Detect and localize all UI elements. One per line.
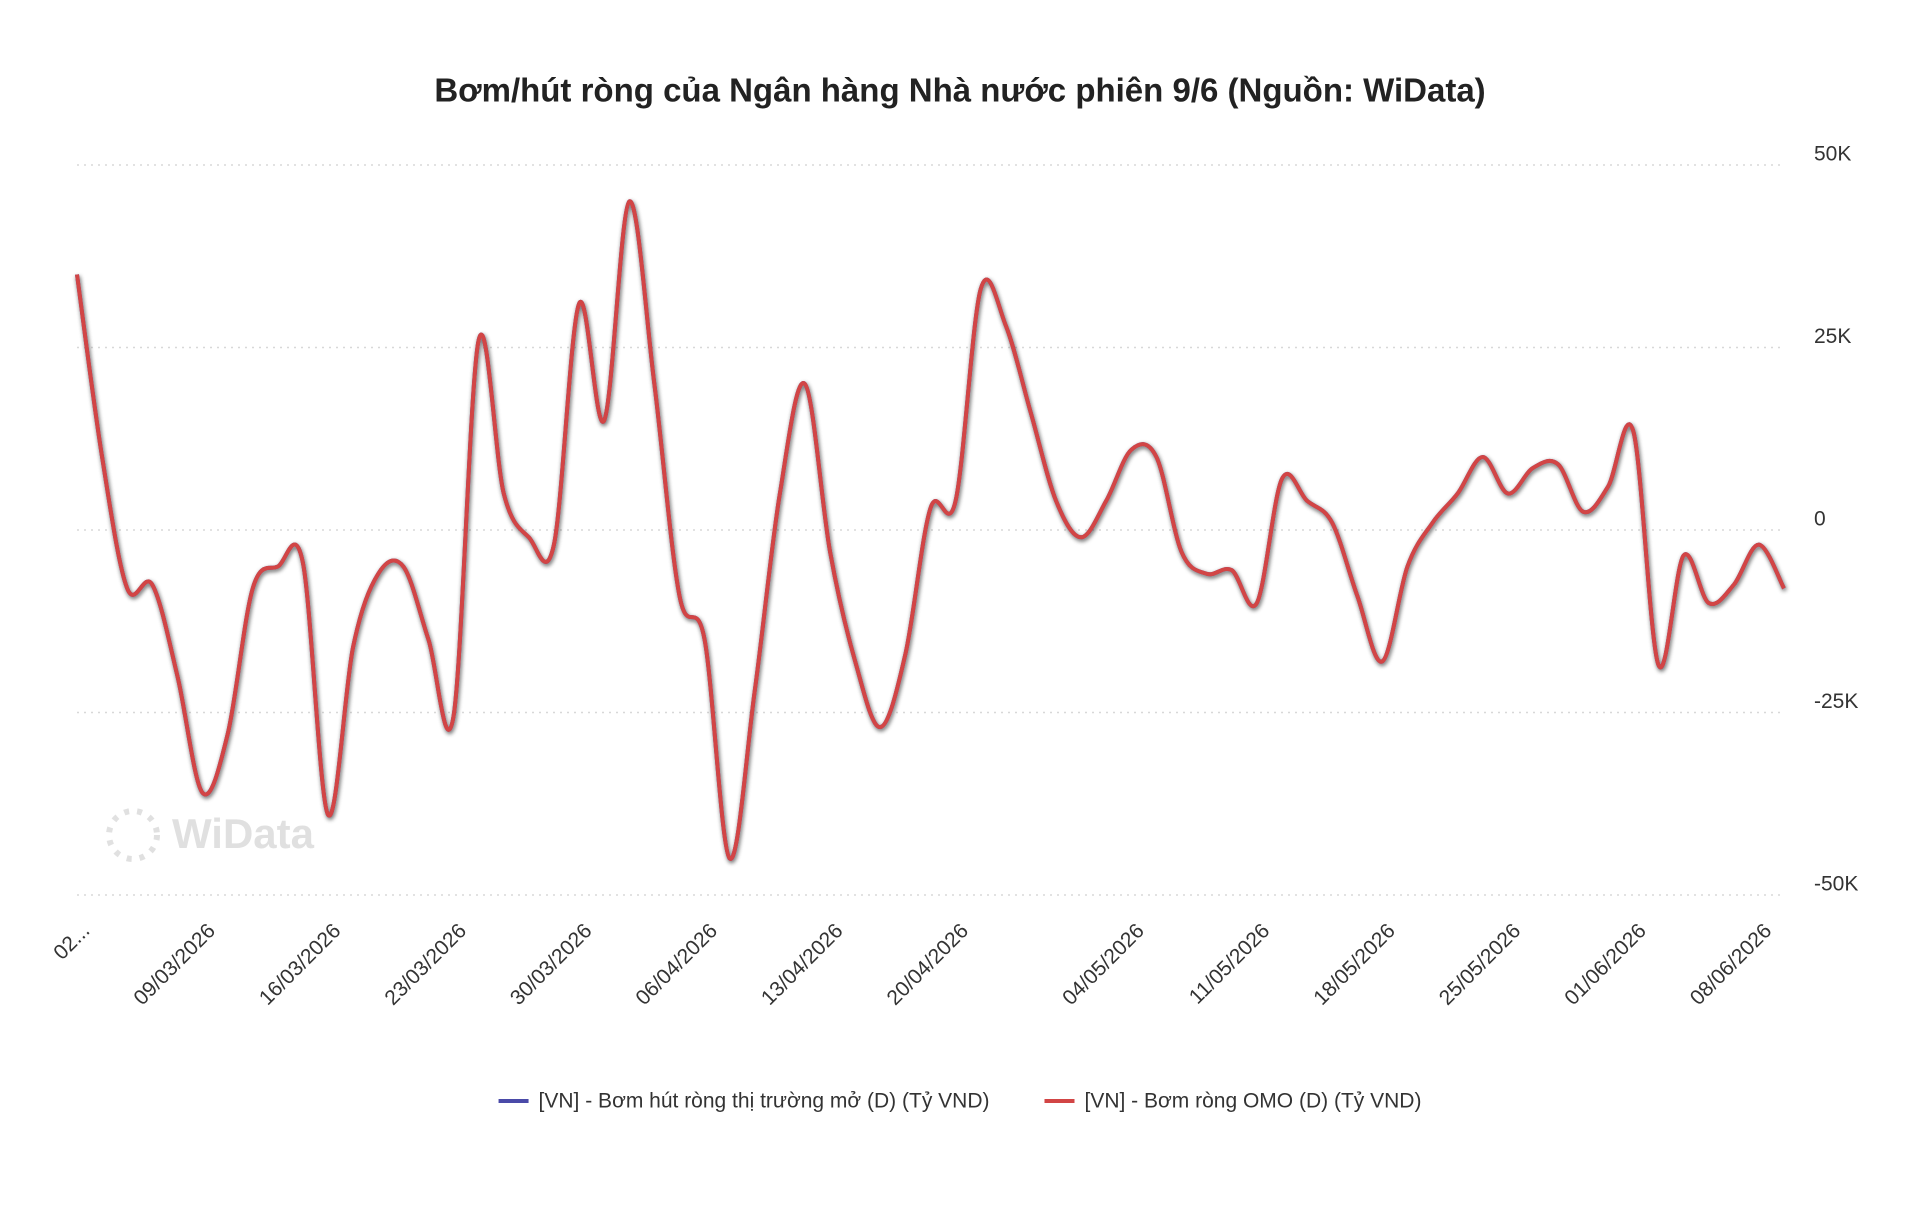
watermark-text: WiData — [172, 810, 315, 857]
line-series — [75, 199, 1786, 861]
watermark: WiData — [106, 808, 315, 862]
x-tick-label: 04/05/2026 — [1058, 919, 1149, 1010]
x-tick-label: 23/03/2026 — [380, 919, 471, 1010]
x-tick-label: 08/06/2026 — [1686, 919, 1777, 1010]
y-tick-label: -50K — [1814, 873, 1858, 896]
x-tick-label: 16/03/2026 — [255, 919, 346, 1010]
x-tick-label: 09/03/2026 — [129, 919, 220, 1010]
legend-item: [VN] - Bơm hút ròng thị trường mở (D) (T… — [498, 1090, 990, 1113]
x-tick-label: 01/06/2026 — [1560, 919, 1651, 1010]
legend-label: [VN] - Bơm ròng OMO (D) (Tỷ VND) — [1084, 1090, 1421, 1113]
x-tick-label: 30/03/2026 — [506, 919, 597, 1010]
legend-label: [VN] - Bơm hút ròng thị trường mở (D) (T… — [539, 1090, 990, 1113]
x-tick-label: 11/05/2026 — [1185, 919, 1274, 1008]
x-tick-label: 02... — [49, 919, 94, 964]
y-tick-label: 0 — [1814, 508, 1826, 531]
x-tick-label: 20/04/2026 — [882, 919, 973, 1010]
x-tick-label: 06/04/2026 — [631, 919, 722, 1010]
y-tick-label: 50K — [1814, 143, 1851, 166]
x-tick-label: 18/05/2026 — [1309, 919, 1400, 1010]
y-tick-label: 25K — [1814, 325, 1851, 348]
x-tick-label: 13/04/2026 — [757, 919, 848, 1010]
watermark-logo — [106, 808, 160, 862]
x-tick-label: 25/05/2026 — [1435, 919, 1526, 1010]
legend: [VN] - Bơm hút ròng thị trường mở (D) (T… — [498, 1090, 1421, 1113]
legend-item: [VN] - Bơm ròng OMO (D) (Tỷ VND) — [1044, 1090, 1421, 1113]
y-tick-label: -25K — [1814, 690, 1858, 713]
chart-title: Bơm/hút ròng của Ngân hàng Nhà nước phiê… — [434, 72, 1485, 109]
